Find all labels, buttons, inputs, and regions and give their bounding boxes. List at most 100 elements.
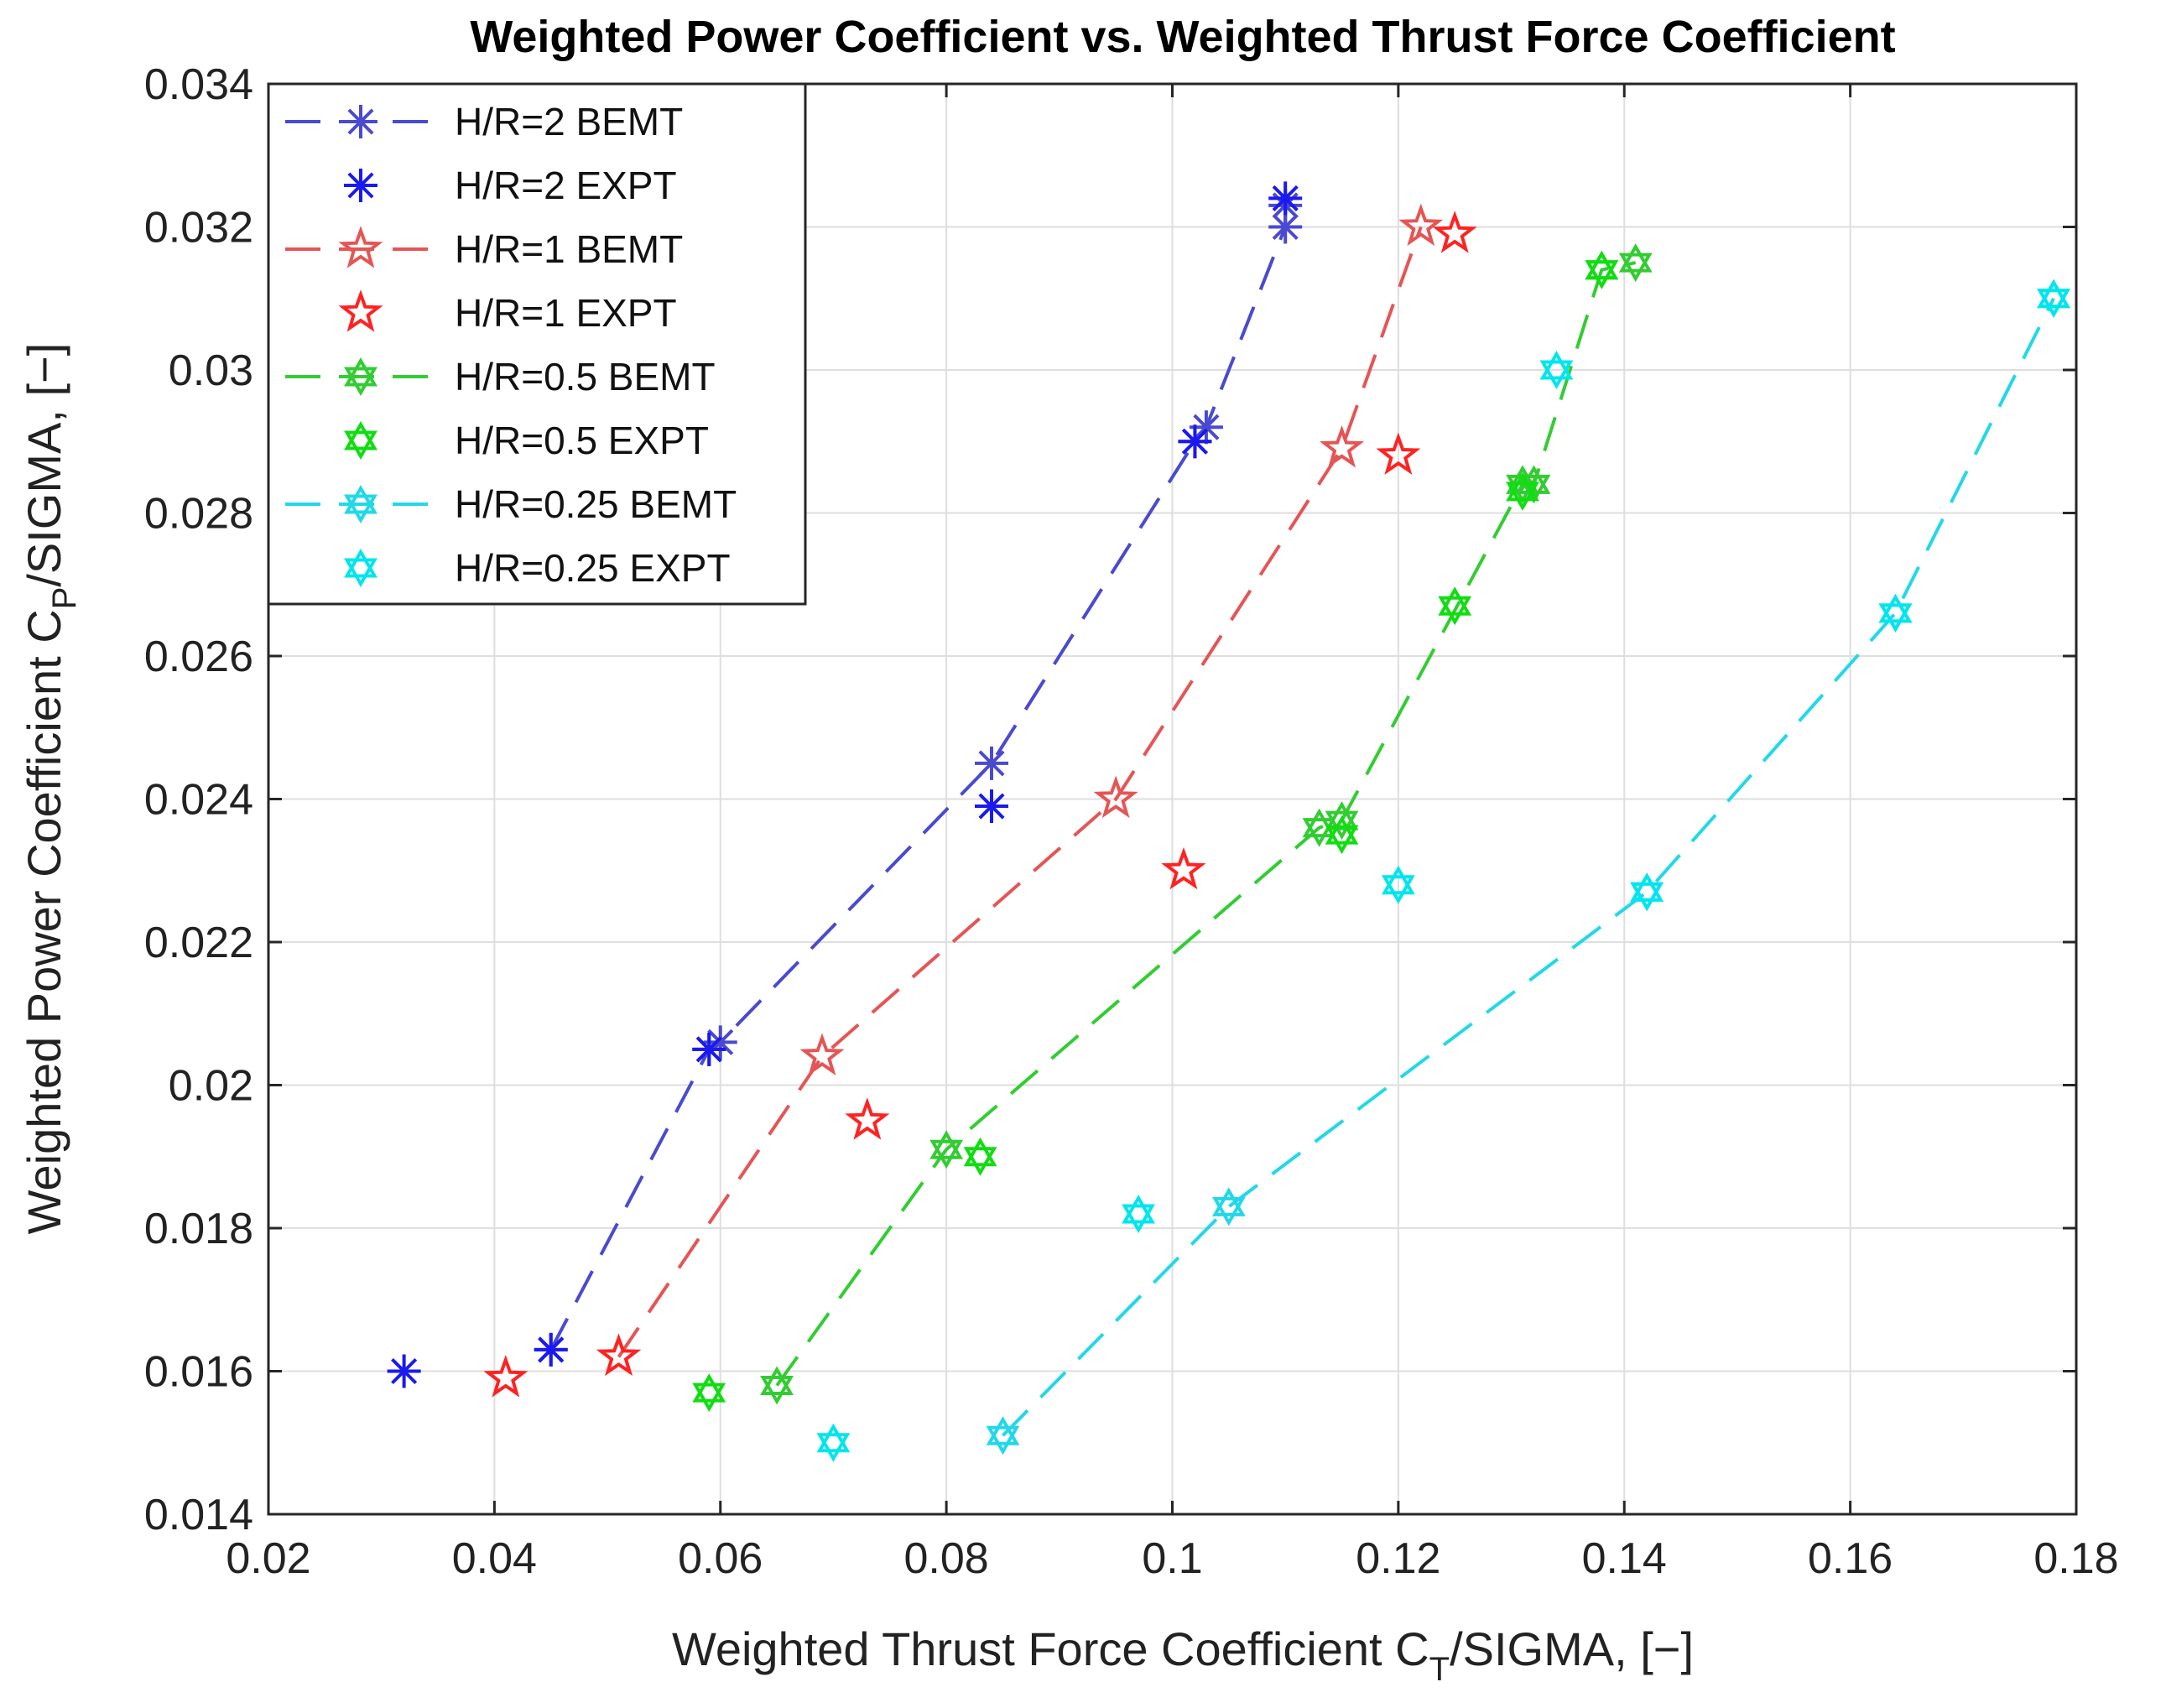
data-point: [1122, 1194, 1155, 1234]
plot-frame: [267, 82, 2078, 1516]
x-tick-label: 0.14: [1582, 1534, 1667, 1583]
legend-swatch-marker: [338, 226, 383, 268]
legend-swatch-marker: [344, 485, 377, 523]
x-tick-label: 0.02: [226, 1534, 310, 1583]
data-point: [692, 1373, 726, 1413]
data-point: [1178, 424, 1212, 459]
legend-label: H/R=2 EXPT: [455, 164, 677, 207]
data-point: [1376, 432, 1421, 475]
legend-entry: H/R=2 BEMT: [285, 100, 683, 143]
y-tick-label: 0.018: [144, 1205, 253, 1253]
data-point: [975, 746, 1008, 780]
data-point: [1319, 424, 1365, 468]
y-tick-label: 0.026: [144, 633, 253, 681]
data-point: [799, 1033, 845, 1076]
y-tick-label: 0.016: [144, 1348, 253, 1397]
data-point: [596, 1333, 642, 1376]
x-axis-label-main: Weighted Thrust Force Coefficient C: [672, 1622, 1429, 1675]
y-tick-label: 0.034: [144, 60, 253, 109]
y-tick-label: 0.014: [144, 1491, 253, 1539]
x-tick-label: 0.16: [1808, 1534, 1893, 1583]
x-axis-label: Weighted Thrust Force Coefficient CT/SIG…: [672, 1622, 1694, 1688]
y-tick-label: 0.022: [144, 919, 253, 967]
data-point: [1302, 808, 1336, 847]
x-axis-label-rest: /SIGMA, [−]: [1450, 1622, 1694, 1675]
data-point: [1381, 865, 1415, 904]
data-point: [760, 1366, 794, 1405]
data-point: [816, 1423, 851, 1462]
legend-entry: H/R=1 BEMT: [285, 226, 683, 271]
series-h-r-0-5-expt: [692, 250, 1619, 1413]
x-tick-label: 0.1: [1142, 1534, 1202, 1583]
data-series: [387, 181, 2070, 1462]
series-h-r-0-25-expt: [816, 279, 2070, 1462]
data-point: [975, 789, 1008, 824]
data-point: [483, 1355, 528, 1398]
data-point: [1432, 211, 1477, 253]
data-point: [1438, 586, 1472, 626]
legend-swatch-marker: [344, 169, 377, 202]
x-tick-label: 0.06: [678, 1534, 763, 1583]
data-point: [1398, 203, 1444, 247]
legend-label: H/R=0.5 BEMT: [455, 355, 716, 398]
x-axis-label-subscript: T: [1429, 1651, 1450, 1688]
y-tick-label: 0.02: [169, 1062, 253, 1111]
data-point: [1585, 250, 1619, 289]
y-tick-label: 0.024: [144, 776, 253, 825]
legend-swatch-marker: [344, 421, 377, 460]
legend-entry: H/R=0.25 BEMT: [285, 482, 737, 526]
legend-label: H/R=2 BEMT: [455, 100, 683, 143]
y-axis-label-subscript: P: [46, 587, 83, 610]
data-point: [1630, 872, 1664, 912]
legend-swatch-marker: [338, 289, 383, 332]
data-point: [1325, 815, 1359, 855]
data-point: [1093, 775, 1138, 819]
data-point: [1506, 471, 1539, 511]
x-tick-label: 0.18: [2033, 1534, 2118, 1583]
legend-swatch-marker: [344, 105, 377, 138]
legend-label: H/R=0.25 BEMT: [455, 482, 737, 526]
data-point: [1268, 210, 1303, 244]
axis-ticks: 0.02 0.04 0.06 0.08 0.1 0.12 0.14 0.16 0.18 0.014…: [144, 60, 2119, 1583]
data-point: [703, 1025, 737, 1060]
data-point: [1189, 410, 1223, 445]
series-line: [617, 226, 1423, 1358]
data-point: [963, 1137, 997, 1176]
legend-entry: H/R=2 EXPT: [344, 164, 677, 207]
data-point: [1268, 181, 1303, 216]
legend-entry: H/R=0.25 EXPT: [344, 546, 731, 590]
y-tick-label: 0.032: [144, 204, 253, 253]
legend-entry: H/R=0.5 EXPT: [344, 419, 709, 462]
series-line: [775, 261, 1637, 1387]
data-point: [929, 1130, 964, 1169]
data-point: [1618, 243, 1653, 283]
x-tick-label: 0.04: [452, 1534, 537, 1583]
data-point: [387, 1354, 421, 1388]
y-tick-label: 0.028: [144, 490, 253, 539]
data-point: [1878, 593, 1913, 633]
data-point: [1161, 846, 1206, 890]
grid-lines: [268, 83, 2077, 1515]
y-axis-label-rest: /SIGMA, [−]: [18, 343, 70, 587]
legend-label: H/R=0.25 EXPT: [455, 546, 731, 590]
legend-swatch-marker: [344, 357, 377, 396]
y-axis-label-main: Weighted Power Coefficient C: [18, 609, 70, 1234]
legend-label: H/R=1 BEMT: [455, 227, 683, 271]
data-point: [692, 1032, 726, 1066]
legend-entry: H/R=1 EXPT: [338, 289, 677, 335]
legend-label: H/R=1 EXPT: [455, 291, 677, 335]
y-axis-label: Weighted Power Coefficient CP/SIGMA, [−]: [18, 343, 83, 1235]
data-point: [2037, 279, 2070, 318]
x-tick-label: 0.08: [904, 1534, 989, 1583]
legend-box: [267, 82, 807, 606]
y-tick-label: 0.03: [169, 346, 253, 395]
series-h-r-1-expt: [483, 211, 1477, 1398]
legend-entry: H/R=0.5 BEMT: [285, 355, 716, 398]
x-tick-label: 0.12: [1356, 1534, 1440, 1583]
data-point: [1539, 350, 1574, 390]
data-point: [986, 1416, 1020, 1455]
legend-swatch-marker: [344, 549, 377, 587]
data-point: [534, 1332, 568, 1367]
